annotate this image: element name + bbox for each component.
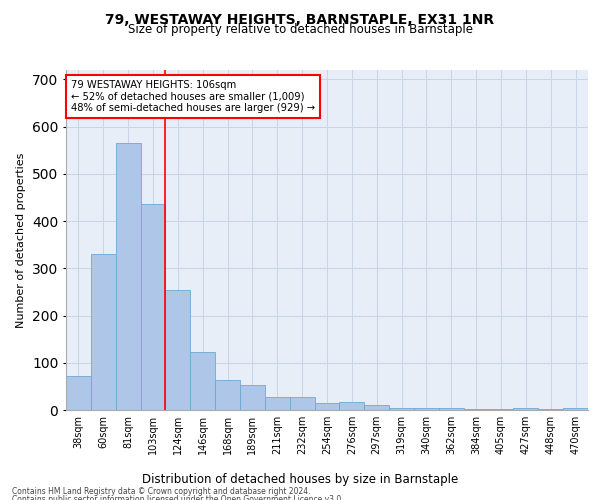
Bar [290, 397, 314, 410]
Bar [215, 380, 240, 410]
Bar [514, 408, 538, 410]
Text: Contains public sector information licensed under the Open Government Licence v3: Contains public sector information licen… [12, 495, 344, 500]
Bar [464, 409, 488, 410]
Bar [116, 143, 140, 410]
Text: 79, WESTAWAY HEIGHTS, BARNSTAPLE, EX31 1NR: 79, WESTAWAY HEIGHTS, BARNSTAPLE, EX31 1… [106, 12, 494, 26]
Y-axis label: Number of detached properties: Number of detached properties [16, 152, 26, 328]
Text: Distribution of detached houses by size in Barnstaple: Distribution of detached houses by size … [142, 472, 458, 486]
Bar [538, 409, 563, 410]
Bar [190, 352, 215, 410]
Text: Contains HM Land Registry data © Crown copyright and database right 2024.: Contains HM Land Registry data © Crown c… [12, 488, 311, 496]
Text: 79 WESTAWAY HEIGHTS: 106sqm
← 52% of detached houses are smaller (1,009)
48% of : 79 WESTAWAY HEIGHTS: 106sqm ← 52% of det… [71, 80, 316, 114]
Bar [439, 408, 464, 410]
Bar [389, 408, 414, 410]
Bar [340, 402, 364, 410]
Bar [314, 403, 340, 410]
Bar [563, 408, 588, 410]
Bar [240, 386, 265, 410]
Text: Size of property relative to detached houses in Barnstaple: Size of property relative to detached ho… [128, 22, 473, 36]
Bar [140, 204, 166, 410]
Bar [265, 397, 290, 410]
Bar [66, 376, 91, 410]
Bar [414, 408, 439, 410]
Bar [364, 405, 389, 410]
Bar [91, 254, 116, 410]
Bar [166, 290, 190, 410]
Bar [488, 409, 514, 410]
